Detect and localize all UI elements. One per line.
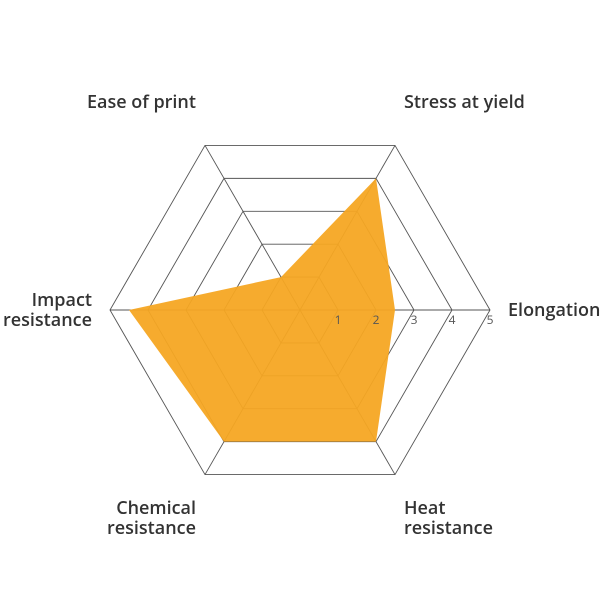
axis-label: Ease of print <box>87 90 196 114</box>
tick-label: 3 <box>411 311 418 328</box>
axis-label: Elongation <box>508 298 600 322</box>
axis-label: Stress at yield <box>404 90 525 114</box>
axis-label: resistance <box>404 516 493 540</box>
tick-label: 2 <box>373 311 380 328</box>
axis-label: resistance <box>3 308 92 332</box>
axis-label: resistance <box>107 516 196 540</box>
tick-label: 4 <box>449 311 456 328</box>
radar-chart: 1 2 3 4 5 Elongation Stress at yield Ease of pr… <box>0 0 600 600</box>
tick-label: 1 <box>335 311 342 328</box>
tick-label: 5 <box>487 311 494 328</box>
